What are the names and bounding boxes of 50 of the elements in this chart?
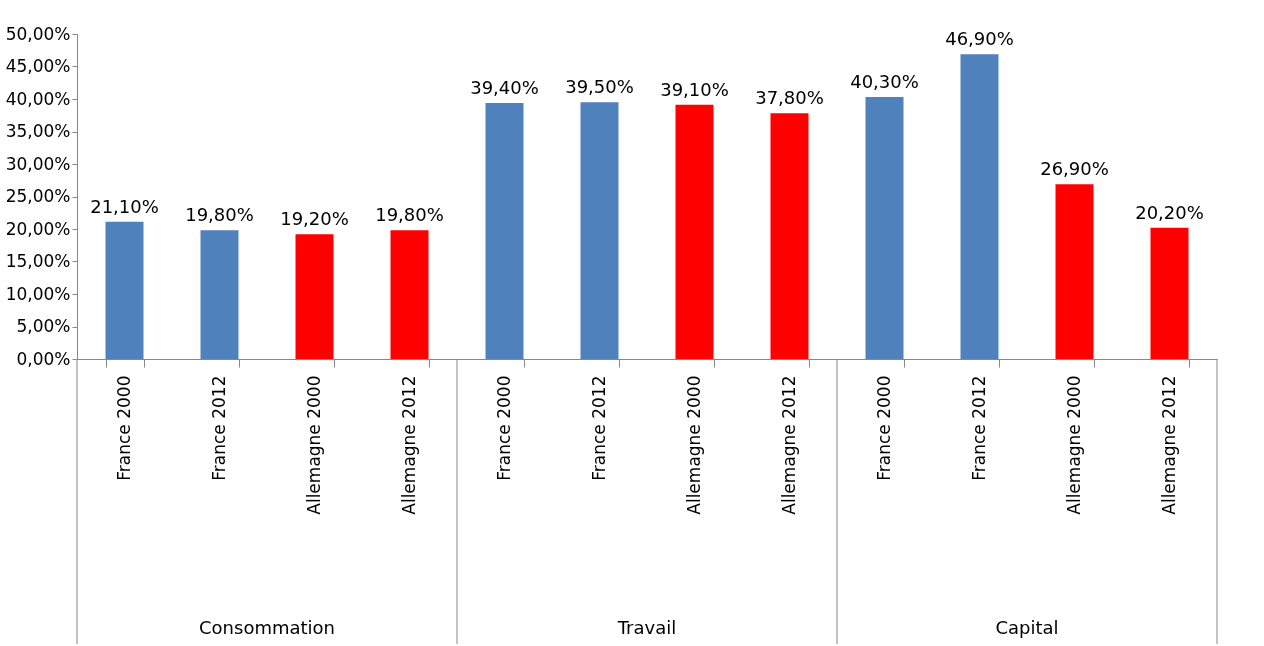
- bar: [580, 102, 619, 359]
- data-label: 39,10%: [660, 78, 729, 100]
- x-tick-label: Allemagne 2000: [684, 375, 704, 515]
- data-label: 19,20%: [280, 208, 349, 230]
- x-tick-label: Allemagne 2012: [779, 375, 799, 515]
- x-tick-label: Allemagne 2000: [304, 375, 324, 515]
- y-tick-label: 30,00%: [5, 153, 71, 174]
- data-label: 46,90%: [945, 28, 1014, 50]
- x-tick-label: Allemagne 2000: [1064, 375, 1084, 515]
- y-tick-label: 35,00%: [5, 121, 71, 141]
- text: Consommation: [199, 617, 335, 638]
- y-tick-label: 15,00%: [5, 251, 71, 271]
- x-tick-label: France 2012: [209, 375, 229, 481]
- x-tick-label: France 2012: [969, 375, 989, 481]
- bar: [1150, 227, 1189, 359]
- x-tick-label: France 2000: [114, 375, 134, 481]
- bar: [770, 113, 809, 359]
- bar: [675, 104, 714, 359]
- y-tick-label: 45,00%: [5, 56, 71, 76]
- bar: [865, 97, 904, 359]
- x-tick-label: France 2000: [494, 375, 514, 481]
- bar: [390, 230, 429, 359]
- data-label: 21,10%: [90, 195, 159, 217]
- y-tick-label: 20,00%: [5, 218, 71, 239]
- data-label: 39,50%: [565, 76, 634, 98]
- bar: [485, 102, 524, 359]
- data-label: 26,90%: [1040, 158, 1109, 180]
- y-tick-label: 50,00%: [5, 23, 71, 44]
- data-label: 19,80%: [375, 204, 444, 226]
- data-label: 19,80%: [185, 204, 254, 226]
- bar: [105, 221, 144, 359]
- text: Capital: [995, 617, 1059, 638]
- y-tick-label: 5,00%: [16, 316, 71, 336]
- data-label: 39,40%: [470, 76, 539, 98]
- bar: [1055, 184, 1094, 359]
- x-tick-label: France 2000: [874, 375, 894, 481]
- text: Travail: [616, 617, 677, 638]
- bar: [960, 54, 999, 359]
- data-label: 40,30%: [850, 71, 919, 93]
- x-tick-label: Allemagne 2012: [1159, 375, 1179, 515]
- bar: [200, 230, 239, 359]
- y-tick-label: 25,00%: [5, 186, 71, 206]
- bar: [295, 234, 334, 359]
- y-tick-label: 10,00%: [5, 283, 71, 304]
- y-tick-label: 0,00%: [16, 348, 71, 369]
- data-label: 37,80%: [755, 87, 824, 109]
- data-label: 20,20%: [1135, 201, 1204, 223]
- y-tick-label: 40,00%: [5, 88, 71, 109]
- x-tick-label: Allemagne 2012: [399, 375, 419, 515]
- x-tick-label: France 2012: [589, 375, 609, 481]
